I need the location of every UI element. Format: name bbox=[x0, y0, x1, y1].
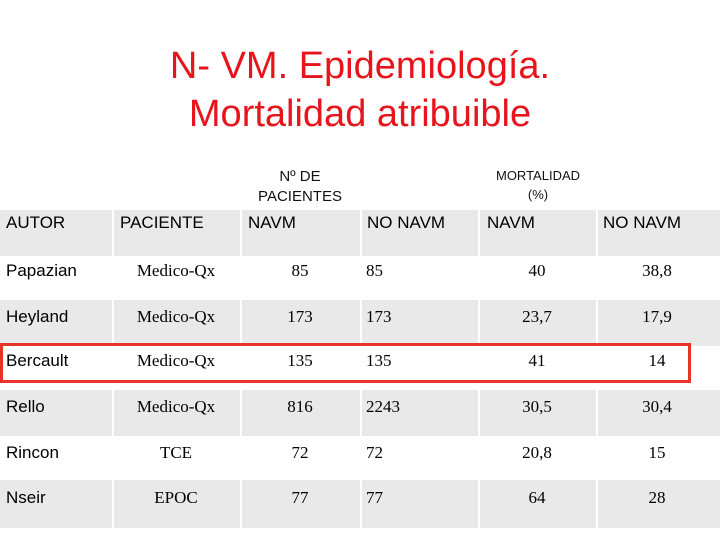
col-header-autor: AUTOR bbox=[6, 213, 66, 232]
mortality-table: AUTOR PACIENTE NAVM NO NAVM NAVM NO NAVM… bbox=[0, 210, 720, 528]
cell-navm-mortalidad: 40 bbox=[528, 261, 546, 280]
header-mortalidad: MORTALIDAD (%) bbox=[468, 166, 608, 204]
cell-navm-mortalidad: 30,5 bbox=[522, 397, 552, 416]
col-header-paciente: PACIENTE bbox=[120, 213, 204, 232]
header-num-pacientes: Nº DE PACIENTES bbox=[230, 167, 370, 207]
cell-paciente: TCE bbox=[159, 443, 193, 462]
cell-autor: Bercault bbox=[6, 351, 69, 370]
cell-no-navm-mortalidad: 38,8 bbox=[642, 261, 672, 280]
cell-autor: Heyland bbox=[6, 307, 69, 326]
cell-navm-pacientes: 135 bbox=[287, 351, 313, 370]
cell-navm-mortalidad: 23,7 bbox=[522, 307, 552, 326]
cell-navm-mortalidad: 64 bbox=[528, 488, 546, 507]
slide-title: N- VM. Epidemiología. Mortalidad atribui… bbox=[0, 42, 720, 138]
cell-no-navm-pacientes: 135 bbox=[366, 351, 392, 370]
cell-paciente: Medico-Qx bbox=[136, 307, 216, 326]
cell-no-navm-pacientes: 77 bbox=[366, 488, 383, 507]
col-header-navm-mortalidad: NAVM bbox=[487, 213, 535, 232]
cell-no-navm-pacientes: 2243 bbox=[366, 397, 400, 416]
column-divider bbox=[112, 210, 114, 528]
cell-no-navm-mortalidad: 15 bbox=[648, 443, 666, 462]
col-header-navm-pacientes: NAVM bbox=[248, 213, 296, 232]
column-divider bbox=[596, 210, 598, 528]
cell-navm-mortalidad: 20,8 bbox=[522, 443, 552, 462]
cell-autor: Rello bbox=[6, 397, 45, 416]
header-mortalidad-line-1: MORTALIDAD bbox=[495, 168, 581, 183]
cell-autor: Rincon bbox=[6, 443, 59, 462]
col-header-no-navm-pacientes: NO NAVM bbox=[367, 213, 446, 232]
header-num-pacientes-line-1: Nº DE bbox=[279, 168, 321, 185]
header-num-pacientes-line-2: PACIENTES bbox=[258, 188, 342, 205]
cell-no-navm-pacientes: 173 bbox=[366, 307, 392, 326]
column-divider bbox=[240, 210, 242, 528]
cell-no-navm-mortalidad: 30,4 bbox=[642, 397, 672, 416]
cell-paciente: EPOC bbox=[154, 488, 198, 507]
cell-no-navm-mortalidad: 14 bbox=[648, 351, 666, 370]
cell-no-navm-pacientes: 72 bbox=[366, 443, 383, 462]
cell-autor: Papazian bbox=[6, 261, 77, 280]
cell-no-navm-mortalidad: 28 bbox=[648, 488, 666, 507]
column-divider bbox=[360, 210, 362, 528]
cell-autor: Nseir bbox=[6, 488, 46, 507]
cell-navm-pacientes: 816 bbox=[287, 397, 313, 416]
cell-navm-pacientes: 77 bbox=[291, 488, 309, 507]
title-line-2: Mortalidad atribuible bbox=[188, 93, 532, 135]
cell-paciente: Medico-Qx bbox=[136, 351, 216, 370]
cell-no-navm-pacientes: 85 bbox=[366, 261, 383, 280]
cell-navm-pacientes: 173 bbox=[287, 307, 313, 326]
column-divider bbox=[478, 210, 480, 528]
cell-paciente: Medico-Qx bbox=[136, 261, 216, 280]
title-line-1: N- VM. Epidemiología. bbox=[169, 45, 551, 87]
col-header-no-navm-mortalidad: NO NAVM bbox=[603, 213, 682, 232]
header-mortalidad-line-2: (%) bbox=[527, 187, 549, 202]
cell-no-navm-mortalidad: 17,9 bbox=[642, 307, 672, 326]
cell-navm-pacientes: 85 bbox=[291, 261, 309, 280]
cell-paciente: Medico-Qx bbox=[136, 397, 216, 416]
cell-navm-pacientes: 72 bbox=[291, 443, 309, 462]
cell-navm-mortalidad: 41 bbox=[528, 351, 546, 370]
